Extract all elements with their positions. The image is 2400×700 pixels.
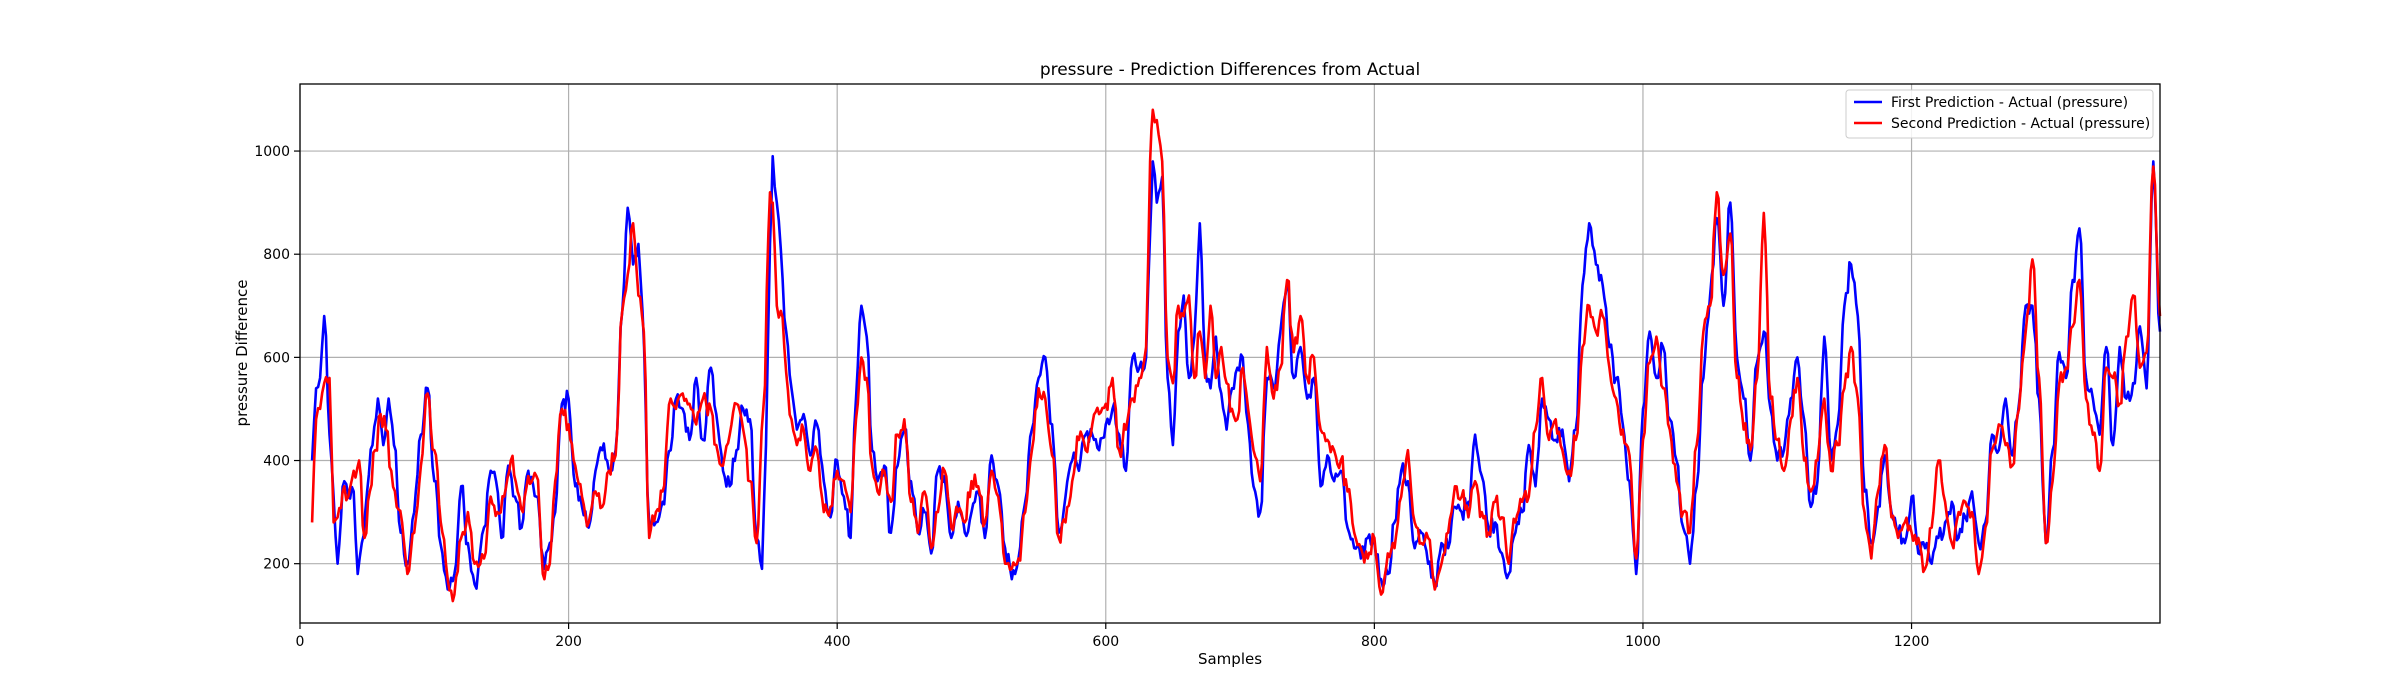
plot-frame	[299, 83, 2161, 624]
legend-label-first-prediction: First Prediction - Actual (pressure)	[1891, 95, 2128, 111]
series-line-second-prediction	[310, 108, 2162, 603]
y-tick-label: 800	[263, 247, 290, 263]
x-tick-label: 0	[296, 634, 305, 650]
x-axis-label: Samples	[1198, 650, 1262, 668]
chart-title: pressure - Prediction Differences from A…	[1040, 60, 1420, 80]
x-tick-label: 200	[555, 634, 582, 650]
y-tick-label: 400	[263, 454, 290, 470]
axis-ticks: 0 200 400 600 800 1000 1200 200 400 600 800 1000	[254, 144, 1929, 650]
legend: First Prediction - Actual (pressure) Sec…	[1845, 89, 2154, 139]
x-tick-label: 600	[1092, 634, 1119, 650]
series-line-first-prediction	[310, 154, 2162, 591]
y-axis-label: pressure Difference	[233, 280, 251, 427]
x-tick-label: 1200	[1894, 634, 1930, 650]
legend-box	[1845, 89, 2154, 139]
legend-label-second-prediction: Second Prediction - Actual (pressure)	[1891, 116, 2150, 132]
y-tick-label: 600	[263, 350, 290, 366]
y-tick-label: 1000	[254, 144, 290, 160]
x-tick-label: 400	[824, 634, 851, 650]
y-tick-label: 200	[263, 557, 290, 573]
series-lines	[310, 108, 2162, 603]
x-tick-label: 800	[1361, 634, 1388, 650]
x-tick-label: 1000	[1625, 634, 1661, 650]
